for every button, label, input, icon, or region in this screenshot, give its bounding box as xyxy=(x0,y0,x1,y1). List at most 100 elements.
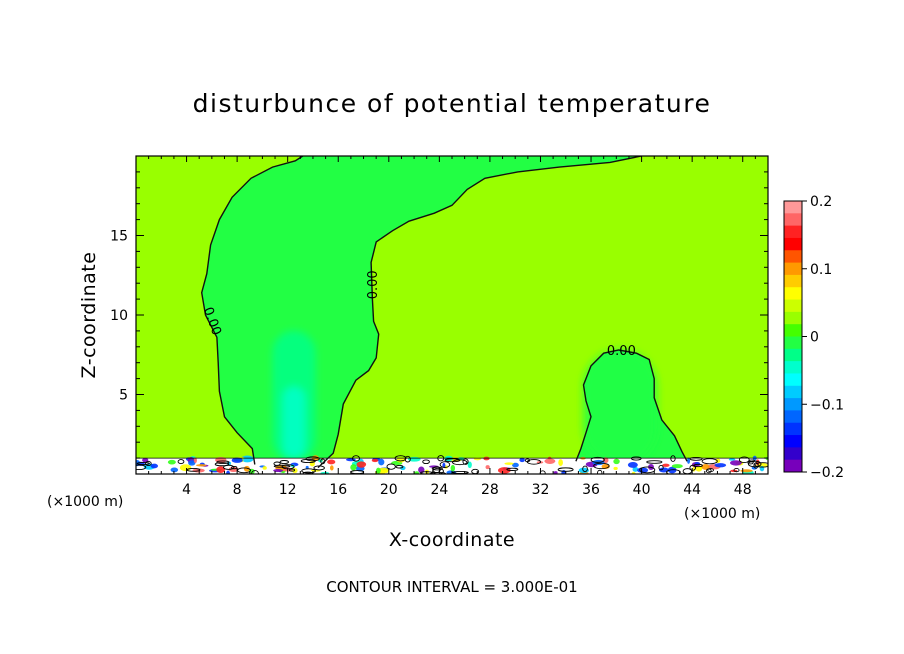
inner-region xyxy=(201,156,688,468)
surface-blob xyxy=(241,455,254,463)
surface-blob xyxy=(170,467,179,473)
surface-contour xyxy=(214,462,230,467)
colorbar-swatch xyxy=(784,250,802,264)
x-tick-label: 28 xyxy=(481,482,499,498)
surface-blob xyxy=(414,471,420,474)
surface-contour xyxy=(693,463,703,468)
surface-contour xyxy=(689,464,697,471)
colorbar-swatch xyxy=(784,373,802,387)
colorbar-swatch xyxy=(784,336,802,350)
surface-contour xyxy=(747,460,754,465)
surface-contour xyxy=(444,458,461,463)
surface-contour xyxy=(395,464,404,469)
contour-label-right: 0.00 xyxy=(607,344,636,359)
surface-blob xyxy=(687,457,691,464)
surface-contour xyxy=(301,468,316,474)
zero-contour-center xyxy=(317,156,642,469)
surface-contour xyxy=(593,462,610,470)
colorbar-swatch xyxy=(784,287,802,301)
chart-title: disturbunce of potential temperature xyxy=(193,89,712,118)
surface-blob xyxy=(558,459,563,467)
contour-interval-note: CONTOUR INTERVAL = 3.000E-01 xyxy=(326,578,577,596)
colorbar-swatch xyxy=(784,435,802,448)
colorbar-swatch xyxy=(784,348,802,362)
surface-blob xyxy=(730,460,742,466)
surface-contour xyxy=(670,455,676,462)
y-ticks: 5 10 15 xyxy=(110,171,768,459)
contour-lines xyxy=(200,156,688,469)
surface-blob xyxy=(662,463,670,467)
surface-contour xyxy=(273,464,291,468)
plume-right xyxy=(583,349,657,465)
surface-blob xyxy=(627,462,638,468)
surface-blob xyxy=(356,461,367,468)
surface-blob xyxy=(613,458,620,465)
colorbar-swatch xyxy=(784,324,802,337)
surface-contour xyxy=(701,458,718,465)
surface-blob xyxy=(305,465,309,470)
colorbar-swatch xyxy=(784,398,802,411)
surface-contour xyxy=(422,459,430,465)
surface-blob xyxy=(273,468,284,473)
x-ticks: 4 8 12 16 20 24 28 32 36 40 44 48 xyxy=(148,156,756,498)
surface-blob xyxy=(400,465,406,471)
x-unit-left: (×1000 m) xyxy=(47,494,123,510)
surface-blob xyxy=(512,462,519,468)
surface-blob xyxy=(195,464,207,467)
surface-blob xyxy=(450,464,456,472)
surface-contour xyxy=(658,464,664,471)
surface-contour xyxy=(689,456,703,461)
surface-contour xyxy=(404,455,411,463)
surface-blob xyxy=(632,466,639,472)
surface-blob xyxy=(226,461,232,466)
x-tick-label: 24 xyxy=(430,482,448,498)
colorbar-swatch xyxy=(784,410,802,424)
surface-contour xyxy=(177,459,185,465)
surface-blob xyxy=(536,461,544,464)
x-tick-label: 20 xyxy=(380,482,398,498)
surface-contour xyxy=(526,459,542,465)
surface-blob xyxy=(695,465,703,472)
y-axis-label: Z-coordinate xyxy=(78,252,100,379)
surface-contour xyxy=(216,460,230,464)
colorbar-swatch xyxy=(784,361,802,374)
surface-contour xyxy=(300,458,316,463)
x-tick-label: 40 xyxy=(633,482,651,498)
surface-blob xyxy=(467,461,472,469)
y-tick-label: 15 xyxy=(110,229,128,245)
surface-blob xyxy=(714,463,727,468)
surface-contour xyxy=(145,461,152,467)
surface-blob xyxy=(350,464,357,471)
plumes xyxy=(272,330,657,465)
x-axis-label: X-coordinate xyxy=(389,529,515,551)
plume-left-core xyxy=(282,386,306,459)
surface-noise-layer xyxy=(136,455,768,474)
surface-blob xyxy=(231,457,243,463)
surface-blob xyxy=(485,465,490,470)
surface-blob xyxy=(701,464,710,470)
surface-blob xyxy=(226,470,230,474)
colorbar-swatch xyxy=(784,262,802,276)
surface-blob xyxy=(167,459,176,465)
surface-blob xyxy=(327,459,336,465)
surface-blob xyxy=(658,467,669,473)
colorbar-tick-label: −0.2 xyxy=(810,465,844,481)
colorbar-tick-label: 0 xyxy=(810,330,819,346)
surface-blob xyxy=(262,466,267,470)
surface-contour xyxy=(386,463,396,470)
surface-blob xyxy=(544,458,556,464)
zero-contour-right xyxy=(575,349,688,462)
surface-contour xyxy=(733,468,740,473)
surface-blob xyxy=(519,457,525,463)
surface-blob xyxy=(740,469,753,473)
surface-blob xyxy=(378,458,385,466)
x-tick-label: 8 xyxy=(233,482,242,498)
surface-contour xyxy=(597,469,603,474)
colorbar-swatch xyxy=(784,299,802,313)
surface-blob xyxy=(150,463,159,469)
surface-contour xyxy=(753,462,759,469)
surface-contour xyxy=(186,468,201,472)
y-tick-label: 5 xyxy=(119,388,128,404)
colorbar xyxy=(783,200,803,473)
surface-contour xyxy=(439,461,451,468)
